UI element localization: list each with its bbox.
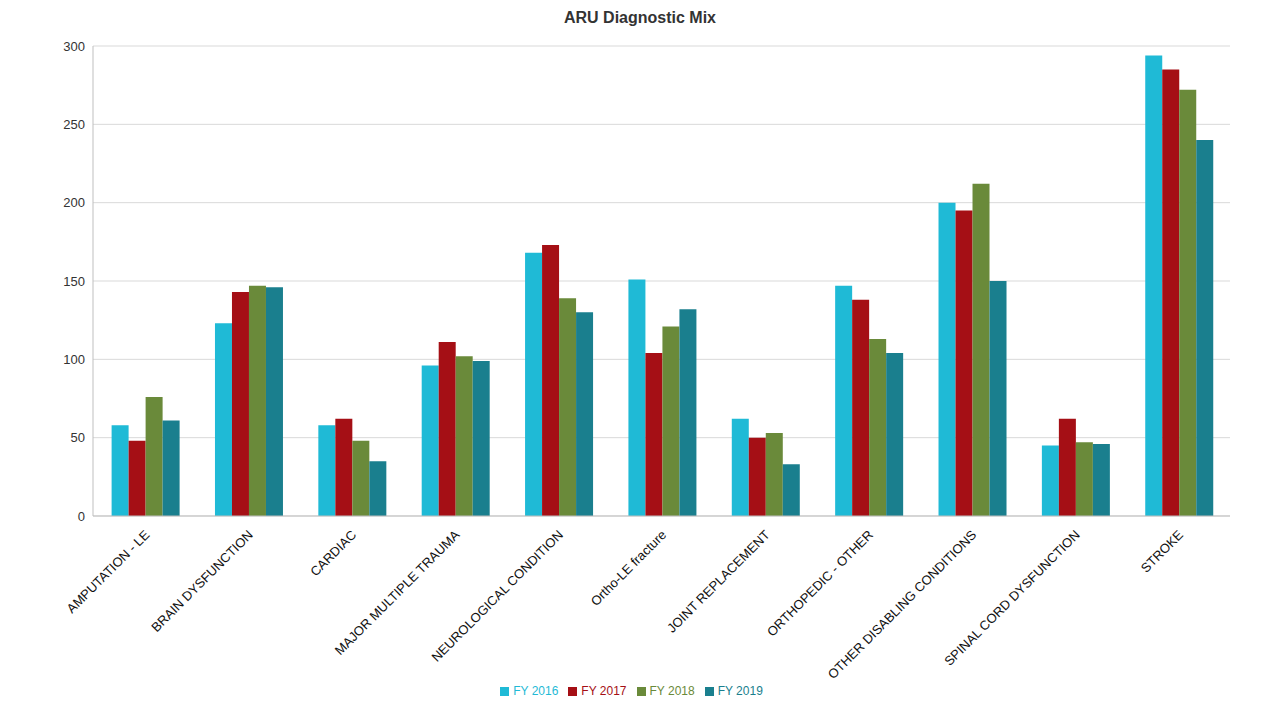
svg-text:CARDIAC: CARDIAC [307, 527, 359, 579]
svg-text:MAJOR MULTIPLE TRAUMA: MAJOR MULTIPLE TRAUMA [331, 527, 463, 658]
svg-text:300: 300 [63, 39, 85, 54]
svg-text:ORTHOPEDIC - OTHER: ORTHOPEDIC - OTHER [764, 527, 876, 639]
svg-text:0: 0 [78, 509, 85, 524]
html-text:FY 2017: FY 2017 [581, 684, 627, 698]
svg-text:OTHER DISABLING CONDITIONS: OTHER DISABLING CONDITIONS [824, 527, 980, 682]
svg-text:50: 50 [71, 430, 85, 445]
svg-text:STROKE: STROKE [1138, 527, 1187, 576]
svg-text:JOINT REPLACEMENT: JOINT REPLACEMENT [664, 527, 773, 636]
svg-text:NEUROLOGICAL CONDITION: NEUROLOGICAL CONDITION [428, 527, 565, 664]
html-text:FY 2016: FY 2016 [513, 684, 559, 698]
svg-text:150: 150 [63, 274, 85, 289]
svg-text:100: 100 [63, 352, 85, 367]
html-text:ARU Diagnostic Mix: ARU Diagnostic Mix [564, 9, 716, 26]
html-text:FY 2018: FY 2018 [649, 684, 695, 698]
html-text:FY 2019: FY 2019 [717, 684, 763, 698]
svg-text:250: 250 [63, 117, 85, 132]
svg-text:AMPUTATION - LE: AMPUTATION - LE [64, 527, 153, 616]
svg-text:200: 200 [63, 195, 85, 210]
svg-text:BRAIN DYSFUNCTION: BRAIN DYSFUNCTION [148, 527, 256, 635]
svg-text:Ortho-LE fracture: Ortho-LE fracture [588, 527, 670, 609]
svg-text:SPINAL CORD DYSFUNCTION: SPINAL CORD DYSFUNCTION [941, 527, 1083, 669]
